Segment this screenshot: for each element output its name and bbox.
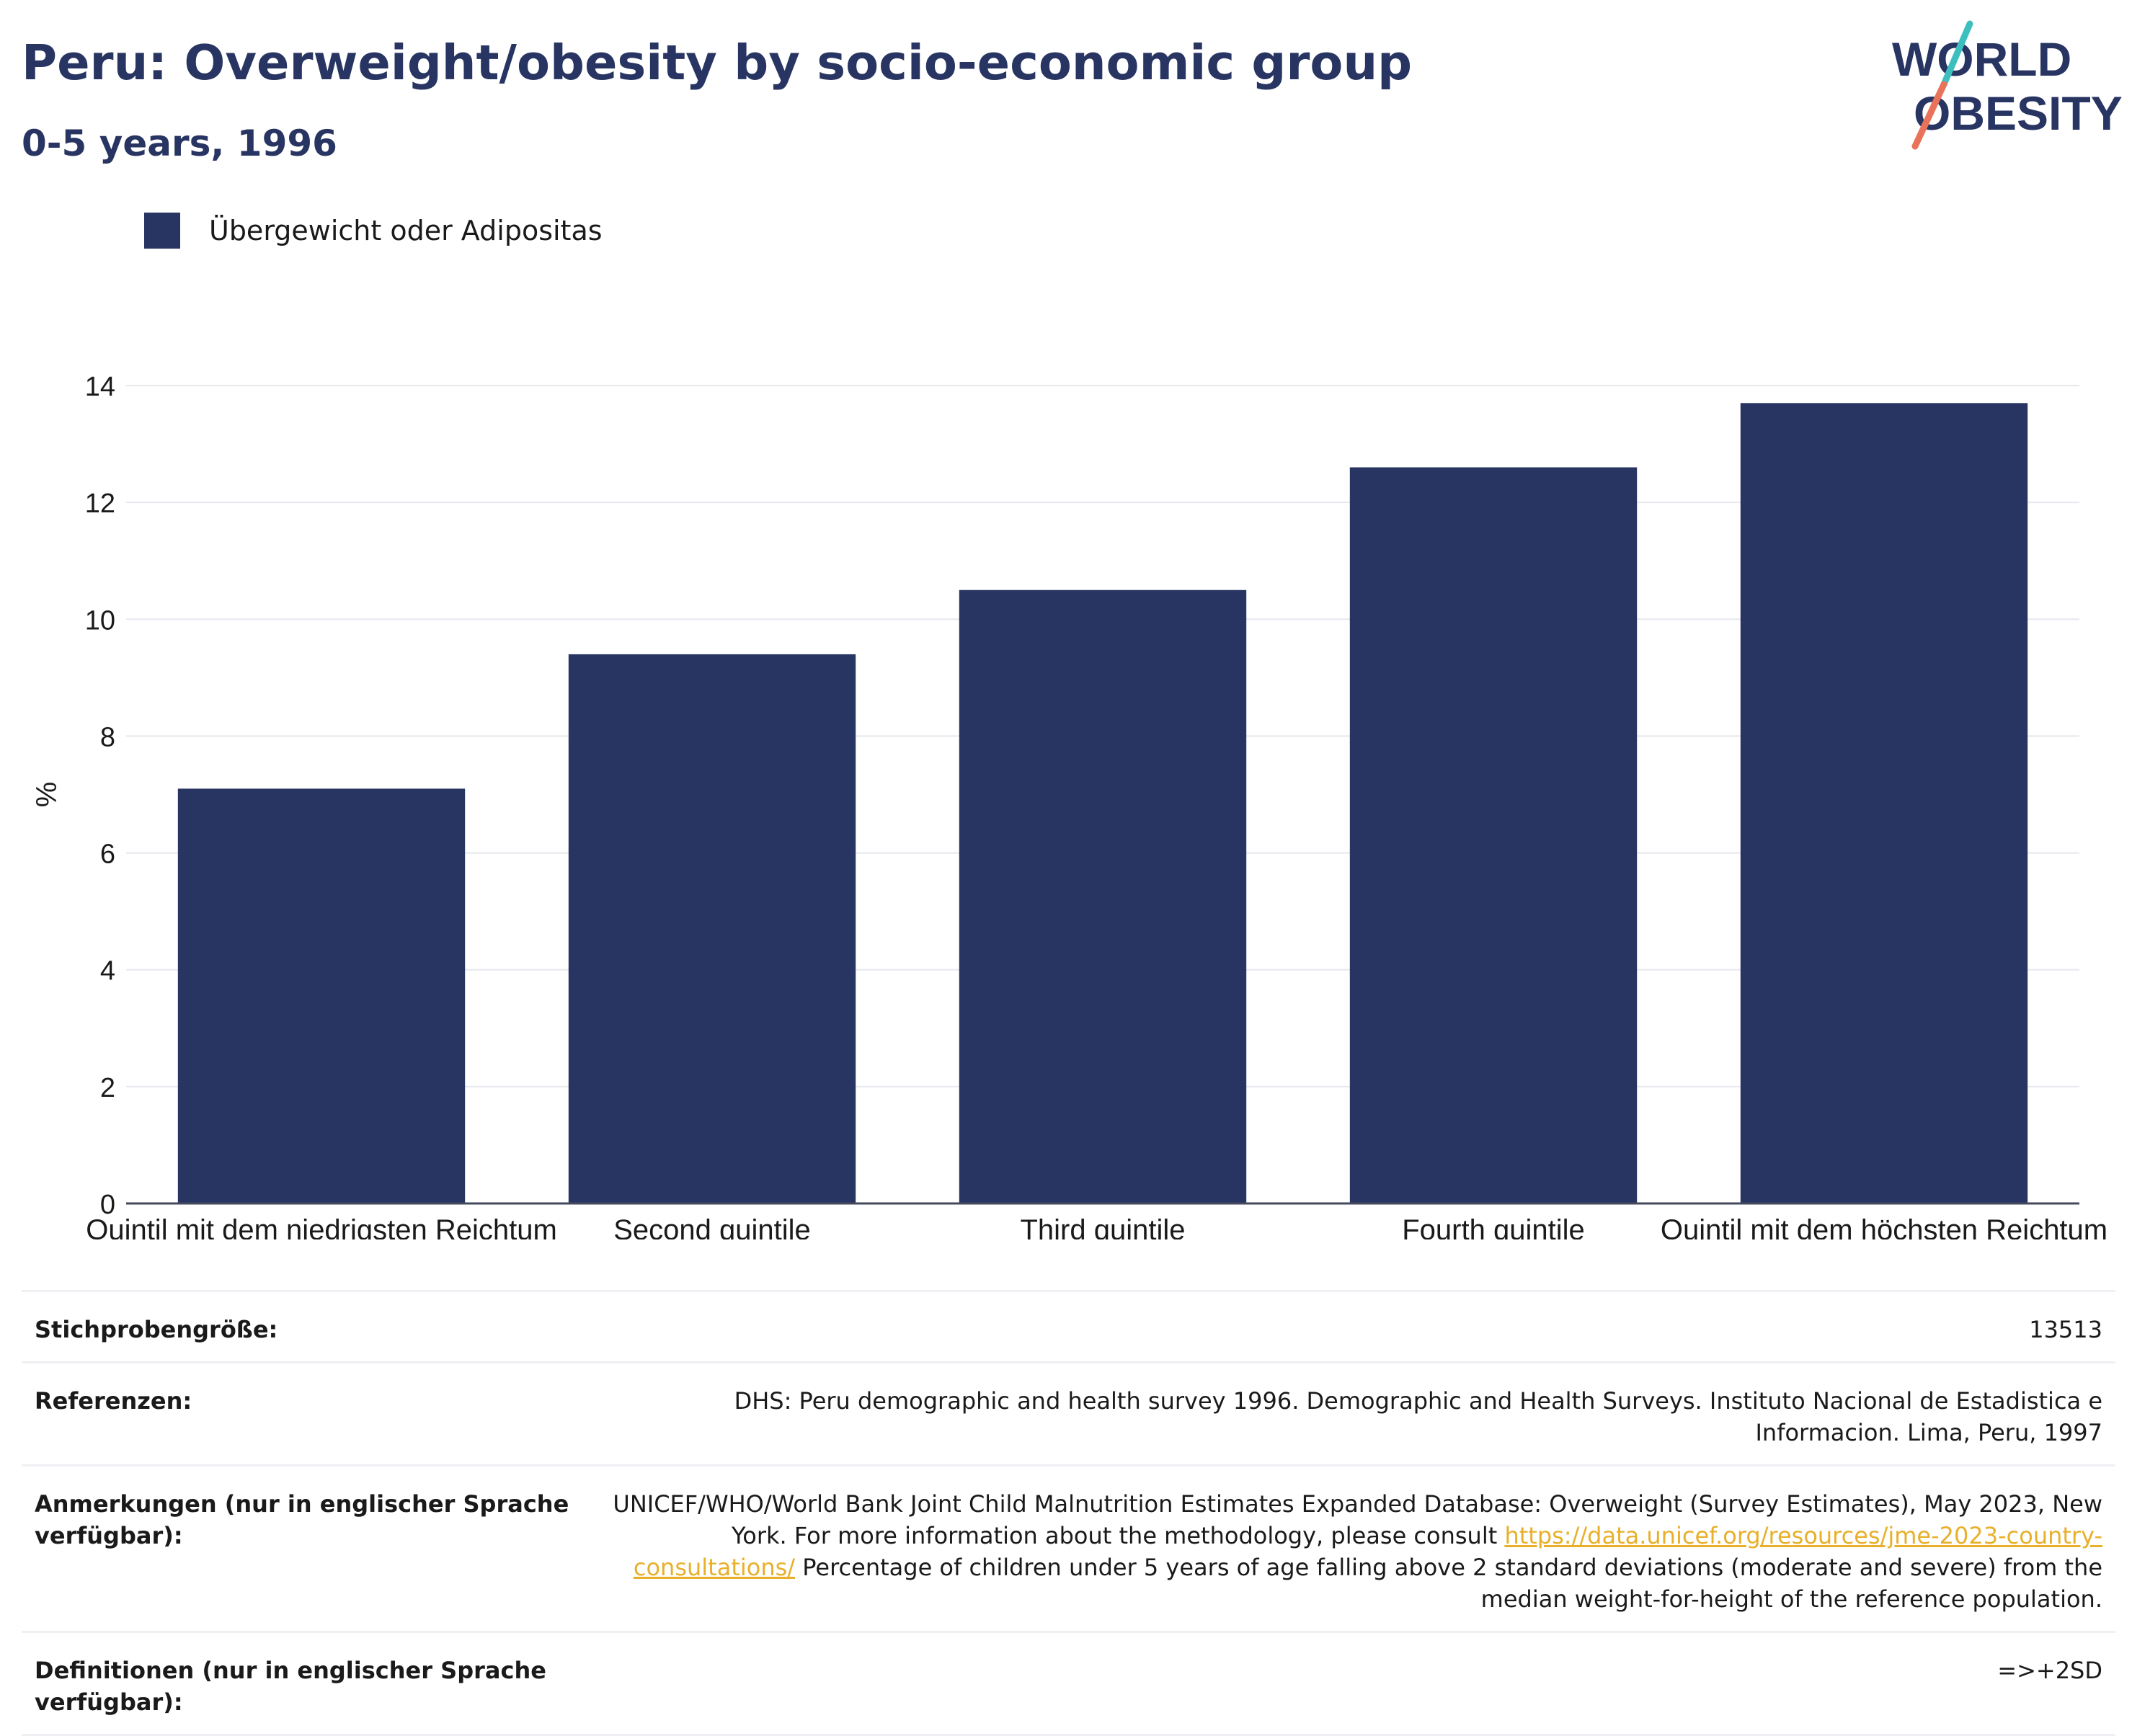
y-tick-label: 12 [85,489,115,519]
chart-title: Peru: Overweight/obesity by socio-econom… [22,35,1413,91]
chart-subtitle: 0-5 years, 1996 [22,123,337,164]
bar [959,589,1247,1203]
meta-value-definitions: =>+2SD [1997,1657,2102,1684]
logo-line1: WORLD [1892,32,2071,86]
logo-accent-teal [1940,20,1973,88]
notes-text-after: Percentage of children under 5 years of … [795,1554,2102,1613]
meta-value-sample-size: 13513 [2029,1316,2102,1343]
meta-value-notes: UNICEF/WHO/World Bank Joint Child Malnut… [603,1488,2102,1615]
y-axis-label: % [31,782,63,808]
x-tick-label: Quintil mit dem niedrigsten Reichtum [86,1214,557,1239]
bar [177,788,466,1203]
meta-row-references: Referenzen: DHS: Peru demographic and he… [22,1361,2115,1464]
y-tick-label: 2 [100,1073,115,1103]
y-tick-label: 0 [100,1190,115,1220]
legend-swatch [144,213,180,249]
meta-row-sample-size: Stichprobengröße: 13513 [22,1290,2115,1361]
meta-row-notes: Anmerkungen (nur in englischer Sprache v… [22,1464,2115,1631]
x-tick-label: Fourth quintile [1402,1214,1584,1239]
bar [568,654,856,1203]
y-tick-label: 6 [100,840,115,870]
metadata-table: Stichprobengröße: 13513 Referenzen: DHS:… [22,1290,2115,1736]
world-obesity-logo: WORLD OBESITY [1885,18,2123,155]
x-tick-label: Second quintile [613,1214,811,1239]
logo-accent-coral [1911,81,1947,150]
meta-key-definitions: Definitionen (nur in englischer Sprache … [35,1657,546,1716]
bar [1349,467,1638,1203]
meta-key-notes: Anmerkungen (nur in englischer Sprache v… [35,1490,569,1549]
logo-line2: OBESITY [1914,86,2123,140]
chart-legend[interactable]: Übergewicht oder Adipositas [144,213,603,249]
meta-value-references: DHS: Peru demographic and health survey … [734,1387,2102,1446]
bar-chart: 0 2 4 6 8 10 12 14% Quintil mit dem niedrigsten … [31,372,2107,1239]
legend-label: Übergewicht oder Adipositas [209,215,603,246]
meta-key-references: Referenzen: [35,1387,192,1415]
meta-row-definitions: Definitionen (nur in englischer Sprache … [22,1631,2115,1736]
y-tick-label: 14 [85,372,115,402]
bar [1740,403,2028,1203]
x-tick-label: Quintil mit dem höchsten Reichtum [1661,1214,2107,1239]
y-tick-label: 8 [100,722,115,752]
meta-key-sample-size: Stichprobengröße: [35,1316,278,1343]
methodology-link[interactable]: https://data.unicef.org/resources/jme-20… [633,1522,2102,1581]
y-tick-label: 10 [85,605,115,636]
y-tick-label: 4 [100,956,115,987]
notes-text-before: UNICEF/WHO/World Bank Joint Child Malnut… [613,1490,2102,1549]
x-tick-label: Third quintile [1020,1214,1185,1239]
